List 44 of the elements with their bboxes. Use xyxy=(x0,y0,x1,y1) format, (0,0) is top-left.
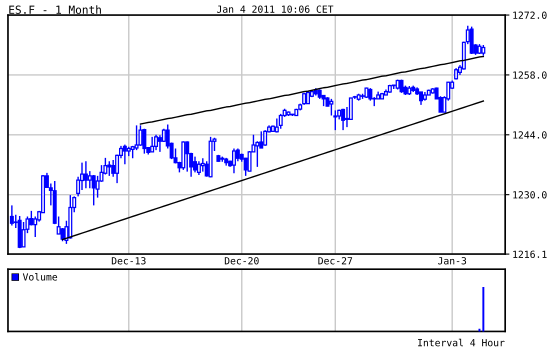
candlestick xyxy=(274,118,279,134)
candlestick xyxy=(60,227,65,242)
y-tick-label: 1216.1 xyxy=(513,250,547,258)
candlestick xyxy=(122,144,127,165)
chart-title: ES.F - 1 Month xyxy=(9,5,101,14)
candlestick xyxy=(481,44,486,56)
candlestick xyxy=(107,160,112,177)
y-tick-label: 1258.0 xyxy=(513,71,547,79)
line-series xyxy=(140,56,484,125)
candlestick xyxy=(154,134,158,151)
candlestick xyxy=(142,128,146,154)
candlestick xyxy=(477,43,482,55)
candlestick xyxy=(232,148,236,174)
candlestick xyxy=(88,170,92,189)
line-series xyxy=(62,100,484,240)
candlestick xyxy=(134,124,139,151)
x-tick-label: Jan-3 xyxy=(438,257,466,264)
chart-subtitle: Jan 4 2011 10:06 CET xyxy=(216,5,334,13)
candlestick xyxy=(126,146,131,157)
candlestick xyxy=(333,110,338,131)
candlestick xyxy=(10,204,14,226)
candlestick xyxy=(396,78,400,90)
candlestick xyxy=(193,156,197,174)
x-tick-label: Dec-13 xyxy=(112,257,146,264)
text: Interval 4 Hour xyxy=(418,338,505,346)
candlestick xyxy=(138,124,142,147)
candlestick xyxy=(84,160,88,189)
candlestick xyxy=(341,108,346,131)
y-tick-label: 1272.0 xyxy=(513,12,547,19)
candlestick xyxy=(200,158,205,172)
candlestick xyxy=(329,98,334,116)
candlestick xyxy=(419,90,423,106)
candlestick xyxy=(185,140,190,172)
candlestick xyxy=(263,129,268,147)
x-tick-label: Dec-27 xyxy=(318,257,352,264)
candlestick xyxy=(92,174,96,206)
candlestick xyxy=(470,26,474,55)
legend-label: Volume xyxy=(22,273,58,281)
y-tick-label: 1230.0 xyxy=(513,191,547,199)
x-tick-label: Dec-20 xyxy=(224,257,259,264)
y-tick-label: 1244.0 xyxy=(513,131,547,139)
candlestick xyxy=(150,136,154,154)
candlestick xyxy=(400,78,404,94)
candlestick xyxy=(196,160,201,176)
